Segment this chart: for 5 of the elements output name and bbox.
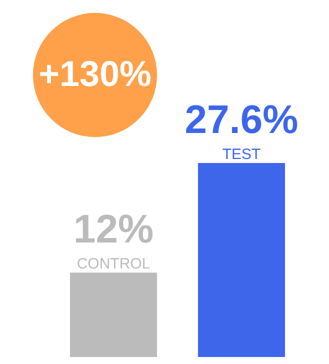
x-tick-label: TEST — [222, 146, 261, 163]
data-label: 27.6% — [184, 98, 298, 142]
text: +130% — [38, 53, 152, 94]
data-label: 12% — [73, 208, 154, 252]
x-tick-label: CONTROL — [76, 256, 150, 273]
